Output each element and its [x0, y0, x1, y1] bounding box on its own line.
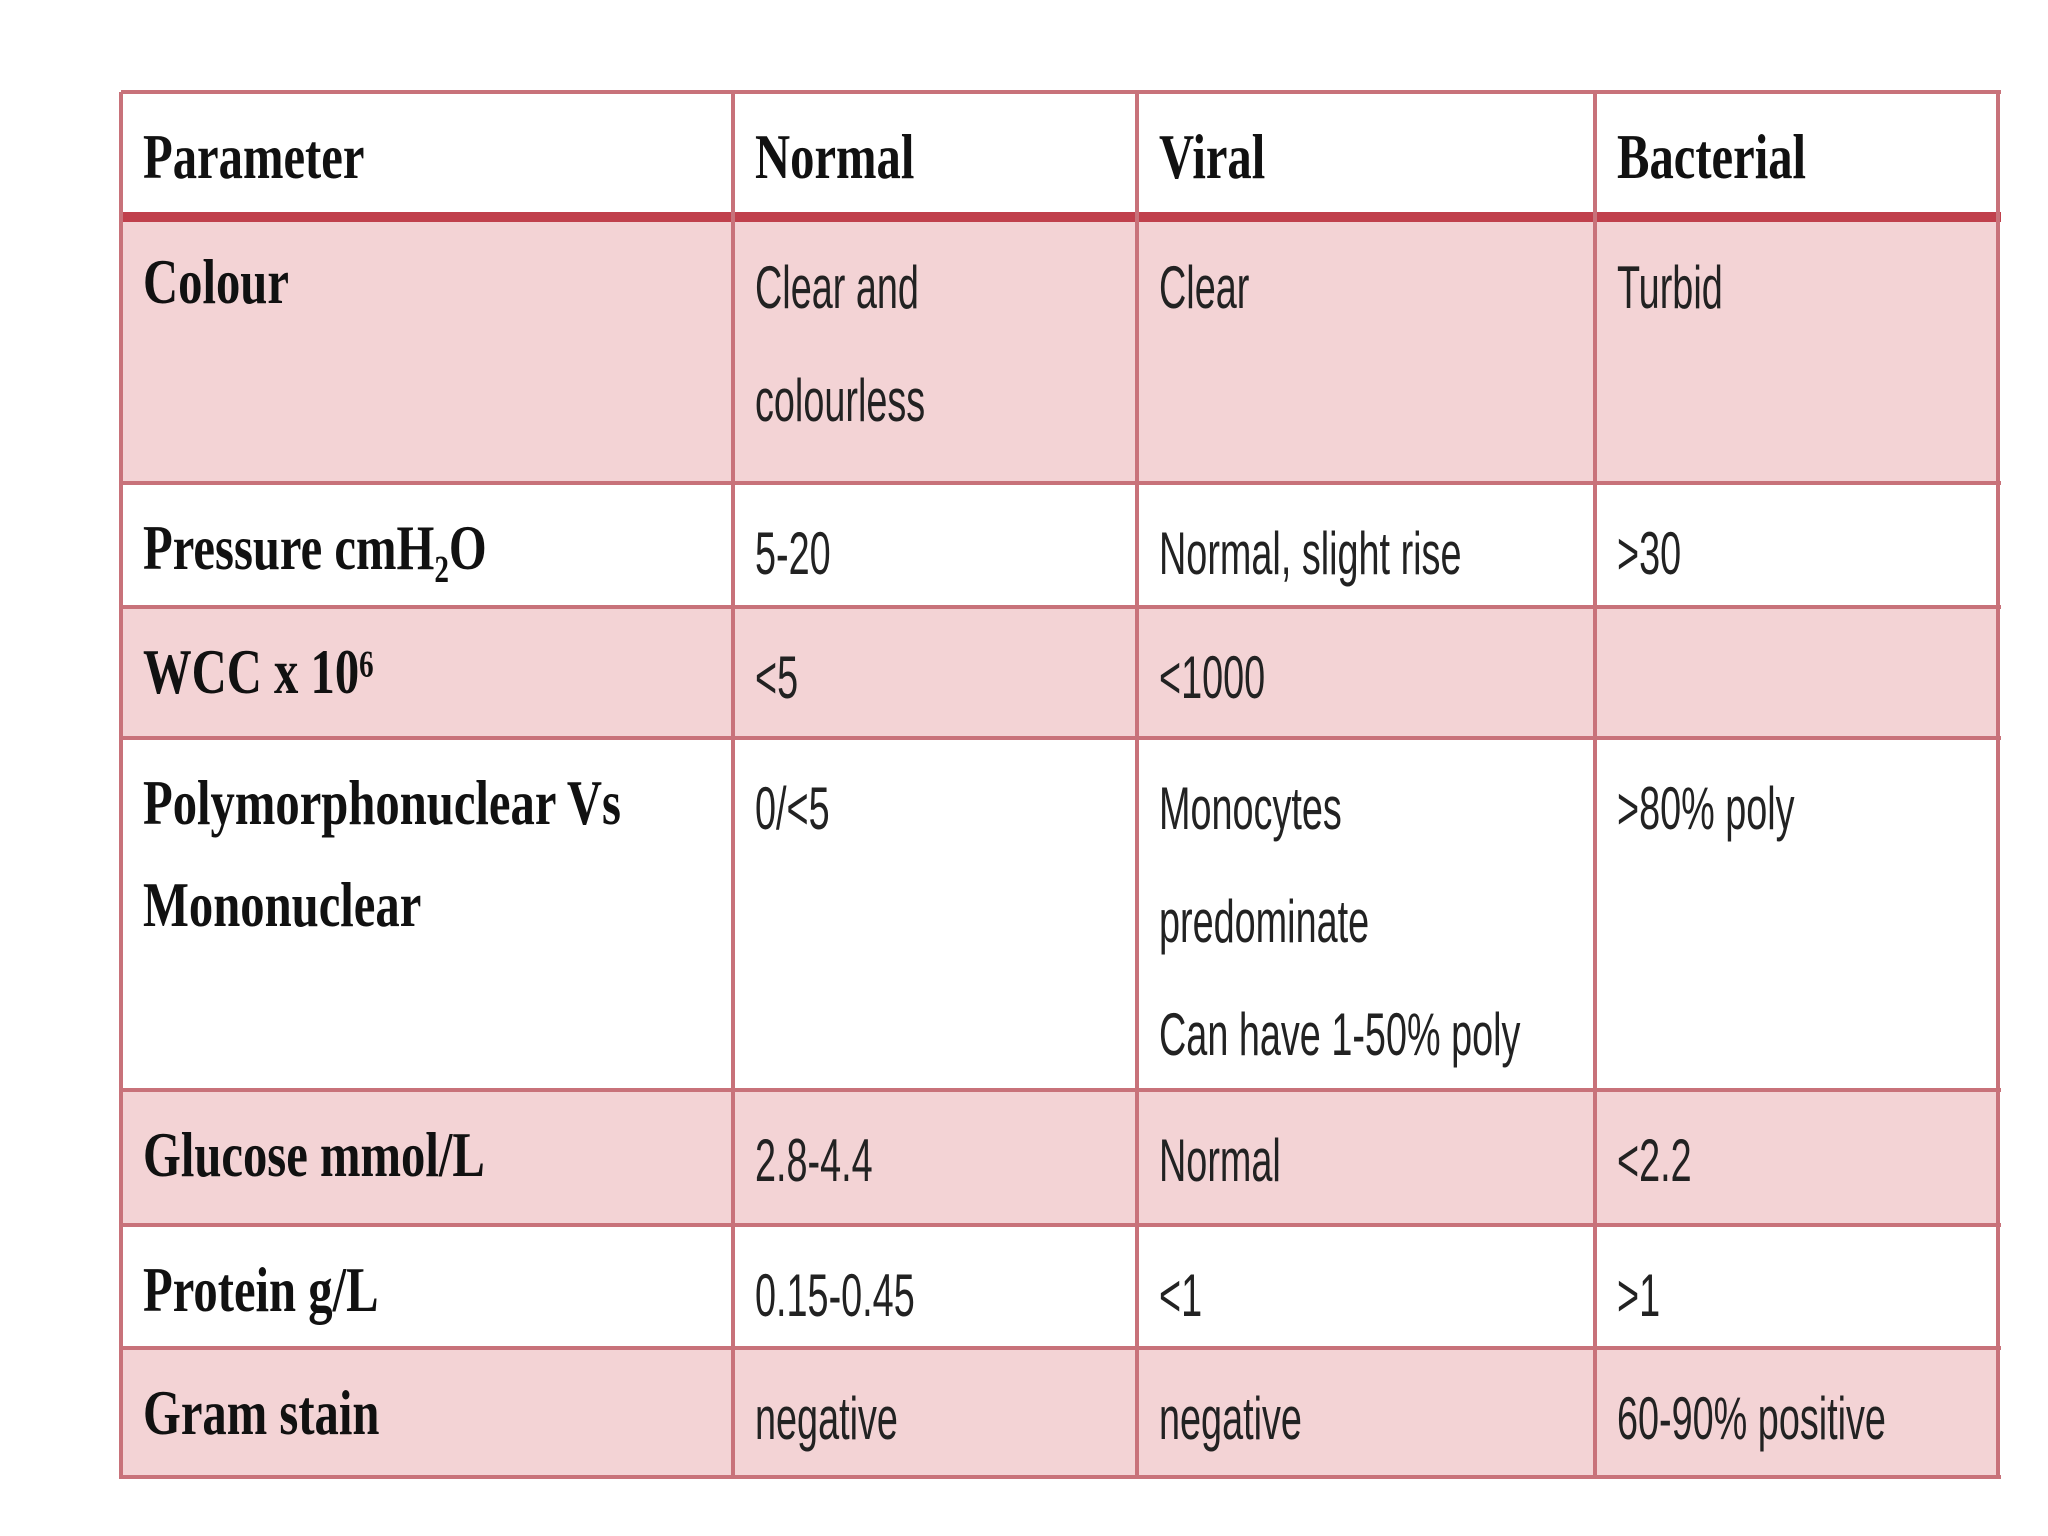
column-rule	[731, 92, 735, 1479]
cell-text: Normal, slight rise	[1159, 520, 1462, 587]
header-cell: Parameter	[143, 102, 729, 217]
table-cell: 2.8-4.4	[755, 1104, 1133, 1225]
cell-text: Normal	[755, 121, 915, 192]
cell-text: 5-20	[755, 520, 831, 587]
table-cell: Normal, slight rise	[1159, 497, 1591, 607]
cell-text: Turbid	[1617, 254, 1723, 321]
row-background	[121, 1090, 1998, 1225]
cell-text: Viral	[1159, 121, 1266, 192]
row-rule	[121, 1088, 2001, 1092]
cell-text: <1	[1159, 1262, 1203, 1329]
cell-text: predominate	[1159, 888, 1370, 955]
cell-text: Glucose mmol/L	[143, 1119, 485, 1190]
row-rule	[121, 1346, 2001, 1350]
column-rule	[119, 92, 123, 1479]
cell-text: 0/<5	[755, 775, 830, 842]
column-rule	[1135, 92, 1139, 1479]
row-rule	[121, 1223, 2001, 1227]
row-background	[121, 483, 1998, 607]
table-cell: negative	[1159, 1362, 1591, 1477]
row-rule	[121, 90, 2001, 94]
table-cell: Clear and colourless	[755, 231, 1133, 483]
row-background	[121, 92, 1998, 217]
row-rule	[121, 736, 2001, 740]
table-cell: <1	[1159, 1239, 1591, 1348]
cell-text: Colour	[143, 246, 289, 317]
cell-text: negative	[755, 1385, 898, 1452]
cell-text: Protein g/L	[143, 1254, 379, 1325]
cell-text: Mononuclear	[143, 869, 422, 940]
table-cell: <5	[755, 621, 1133, 738]
cell-text: colourless	[755, 367, 926, 434]
column-rule	[1593, 92, 1597, 1479]
cell-text: WCC x 10⁶	[143, 636, 374, 707]
table-cell: Gram stain	[143, 1362, 729, 1477]
cell-text: Bacterial	[1617, 121, 1807, 192]
table-cell: <2.2	[1617, 1104, 1994, 1225]
row-rule	[121, 1475, 2001, 1479]
cell-text: <2.2	[1617, 1127, 1692, 1194]
header-cell: Viral	[1159, 102, 1591, 217]
cell-text: Parameter	[143, 121, 365, 192]
table-cell: Colour	[143, 231, 729, 483]
cell-text: >30	[1617, 520, 1682, 587]
row-background	[121, 217, 1998, 483]
cell-text: <1000	[1159, 644, 1266, 711]
cell-text: 0.15-0.45	[755, 1262, 915, 1329]
cell-text: Clear	[1159, 254, 1250, 321]
cell-text: 60-90% positive	[1617, 1385, 1886, 1452]
cell-text: Normal	[1159, 1127, 1281, 1194]
table-cell: negative	[755, 1362, 1133, 1477]
table-cell: Normal	[1159, 1104, 1591, 1225]
header-rule	[121, 212, 2001, 222]
cell-text: 2.8-4.4	[755, 1127, 873, 1194]
table-cell: >30	[1617, 497, 1994, 607]
table-cell: 5-20	[755, 497, 1133, 607]
column-rule	[1996, 92, 2000, 1479]
row-background	[121, 738, 1998, 1090]
table-cell: Protein g/L	[143, 1239, 729, 1348]
cell-text: Polymorphonuclear Vs	[143, 767, 621, 838]
table-cell: Clear	[1159, 231, 1591, 483]
row-rule	[121, 605, 2001, 609]
header-cell: Normal	[755, 102, 1133, 217]
table-cell: 60-90% positive	[1617, 1362, 1994, 1477]
table-cell: Pressure cmH₂O	[143, 497, 729, 607]
row-rule	[121, 481, 2001, 485]
cell-text: Gram stain	[143, 1377, 380, 1448]
table-cell: Polymorphonuclear Vs Mononuclear	[143, 752, 729, 1090]
row-background	[121, 1225, 1998, 1348]
cell-text: Pressure cmH₂O	[143, 512, 487, 583]
row-background	[121, 1348, 1998, 1477]
cell-text: >1	[1617, 1262, 1661, 1329]
table-cell: 0/<5	[755, 752, 1133, 1090]
cell-text: <5	[755, 644, 799, 711]
table-cell: >80% poly	[1617, 752, 1994, 1090]
table-cell: >1	[1617, 1239, 1994, 1348]
table-cell: 0.15-0.45	[755, 1239, 1133, 1348]
cell-text: Can have 1-50% poly	[1159, 1001, 1521, 1068]
table-cell: Turbid	[1617, 231, 1994, 483]
table-cell: Monocytes predominate Can have 1-50% poly	[1159, 752, 1591, 1090]
cell-text: Monocytes	[1159, 775, 1342, 842]
cell-text: negative	[1159, 1385, 1302, 1452]
table-cell: Glucose mmol/L	[143, 1104, 729, 1225]
header-cell: Bacterial	[1617, 102, 1994, 217]
table-cell: WCC x 10⁶	[143, 621, 729, 738]
row-background	[121, 607, 1998, 738]
cell-text: Clear and	[755, 254, 919, 321]
cell-text: >80% poly	[1617, 775, 1795, 842]
table-cell: <1000	[1159, 621, 1591, 738]
